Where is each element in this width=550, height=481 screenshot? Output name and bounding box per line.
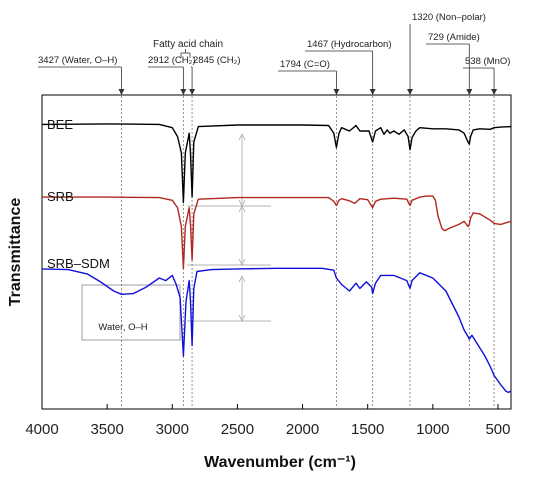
x-tick-label: 4000 <box>25 421 58 438</box>
x-tick-label: 2500 <box>221 421 254 438</box>
series-labels: BEE SRB SRB–SDM <box>47 117 110 271</box>
series-line-2 <box>42 195 512 270</box>
peak-annotation-arrow <box>118 89 125 95</box>
x-tick-label: 3000 <box>156 421 189 438</box>
peak-annotation-arrow <box>491 89 498 95</box>
fatty-acid-label: Fatty acid chain <box>153 39 223 50</box>
x-tick-label: 1000 <box>416 421 449 438</box>
peak-annotations: 3427 (Water, O–H) 2912 (CH₂)2845 (CH₂) 179… <box>38 12 510 95</box>
x-axis: 4000 3500 3000 2500 2000 1500 1000 500 <box>25 404 510 438</box>
peak-annotation-arrow <box>189 89 196 95</box>
fatty-acid-bracket <box>180 49 191 58</box>
peak-annotation-arrow <box>369 89 376 95</box>
peak-annotation-label: 1320 (Non–polar) <box>412 12 486 23</box>
x-tick-label: 3500 <box>90 421 123 438</box>
peak-annotation-label: 538 (MnO) <box>465 56 510 67</box>
offset-guides <box>187 133 271 322</box>
peak-annotation-arrow <box>407 89 414 95</box>
x-tick-label: 1500 <box>351 421 384 438</box>
water-oh-box-label: Water, O–H <box>98 322 147 333</box>
peak-annotation-label: 1467 (Hydrocarbon) <box>307 39 392 50</box>
water-oh-box <box>81 284 181 341</box>
peak-annotation-label: 2912 (CH₂) <box>148 55 196 66</box>
plot-frame <box>41 94 512 410</box>
series-line-3 <box>41 267 512 394</box>
series-line-1 <box>41 123 512 204</box>
x-tick-label: 2000 <box>286 421 319 438</box>
spectra <box>41 123 512 394</box>
peak-annotation-arrow <box>466 89 473 95</box>
x-axis-title: Wavenumber (cm⁻¹) <box>204 454 356 471</box>
peak-annotation-label: 1794 (C=O) <box>280 59 330 70</box>
peak-annotation-label: 3427 (Water, O–H) <box>38 55 117 66</box>
series-label-1: BEE <box>47 117 73 132</box>
series-label-2: SRB <box>47 189 74 204</box>
peak-annotation-arrow <box>180 89 187 95</box>
x-tick-label: 500 <box>485 421 510 438</box>
peak-annotation-arrow <box>333 89 340 95</box>
peak-annotation-label: 729 (Amide) <box>428 32 480 43</box>
peak-annotation-label: 2845 (CH₂) <box>193 55 241 66</box>
y-axis-title: Transmittance <box>7 198 24 307</box>
peak-guide-lines <box>121 96 495 409</box>
series-label-3: SRB–SDM <box>47 256 110 271</box>
